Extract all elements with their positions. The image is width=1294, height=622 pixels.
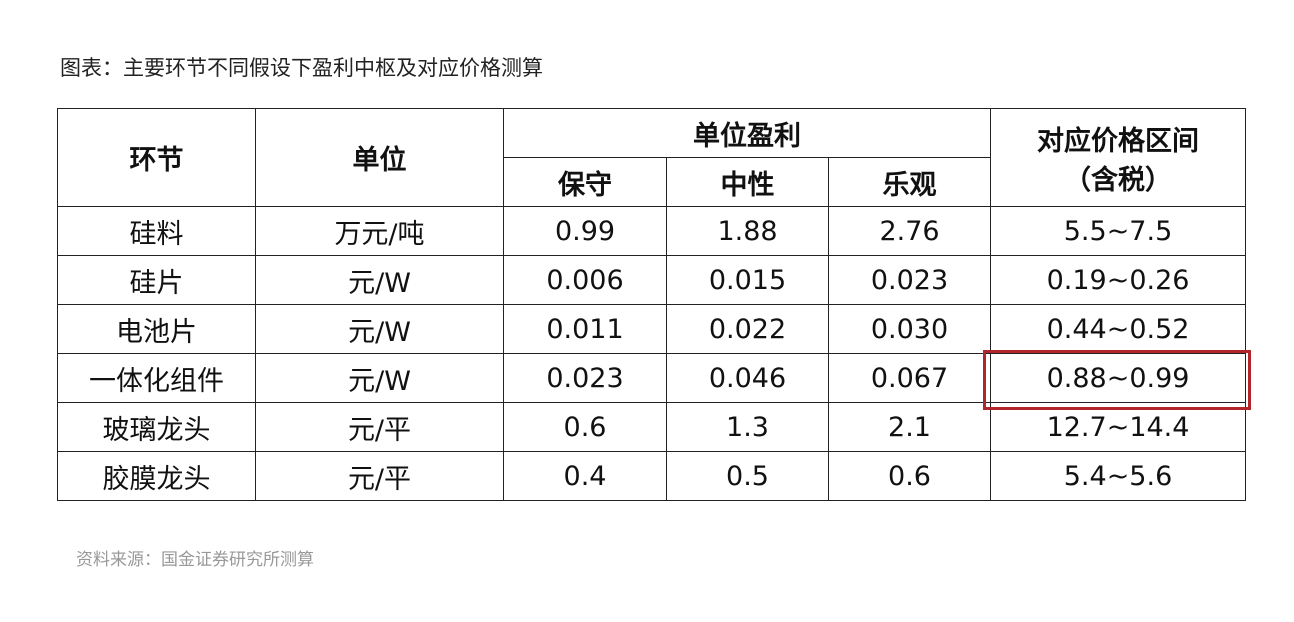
cell-price-range: 5.5~7.5 bbox=[990, 206, 1247, 256]
cell-segment: 电池片 bbox=[57, 304, 256, 354]
header-conservative: 保守 bbox=[503, 157, 667, 207]
cell-segment: 胶膜龙头 bbox=[57, 451, 256, 501]
table-row: 胶膜龙头 元/平 0.4 0.5 0.6 5.4~5.6 bbox=[57, 451, 1247, 501]
cell-price-range: 12.7~14.4 bbox=[990, 402, 1247, 452]
source-note: 资料来源：国金证券研究所测算 bbox=[76, 550, 314, 570]
cell-optimistic: 0.6 bbox=[827, 451, 992, 501]
cell-segment: 硅料 bbox=[57, 206, 256, 256]
cell-price-range: 0.44~0.52 bbox=[990, 304, 1247, 354]
cell-unit: 万元/吨 bbox=[255, 206, 504, 256]
header-price-range-line2: （含税） bbox=[1064, 164, 1173, 196]
header-unit: 单位 bbox=[255, 108, 504, 207]
header-segment: 环节 bbox=[57, 108, 256, 207]
cell-neutral: 0.5 bbox=[666, 451, 829, 501]
cell-unit: 元/W bbox=[255, 255, 504, 305]
cell-segment: 玻璃龙头 bbox=[57, 402, 256, 452]
cell-unit: 元/W bbox=[255, 304, 504, 354]
cell-optimistic: 2.1 bbox=[827, 402, 992, 452]
header-unit-profit: 单位盈利 bbox=[502, 108, 992, 158]
cell-conservative: 0.6 bbox=[503, 402, 667, 452]
cell-conservative: 0.011 bbox=[503, 304, 667, 354]
cell-price-range: 0.88~0.99 bbox=[990, 353, 1247, 403]
table-row: 玻璃龙头 元/平 0.6 1.3 2.1 12.7~14.4 bbox=[57, 402, 1247, 452]
cell-conservative: 0.006 bbox=[503, 255, 667, 305]
table-row: 硅片 元/W 0.006 0.015 0.023 0.19~0.26 bbox=[57, 255, 1247, 305]
table-row: 硅料 万元/吨 0.99 1.88 2.76 5.5~7.5 bbox=[57, 206, 1247, 256]
cell-neutral: 0.046 bbox=[666, 353, 829, 403]
cell-conservative: 0.023 bbox=[503, 353, 667, 403]
cell-neutral: 1.3 bbox=[666, 402, 829, 452]
cell-price-range: 5.4~5.6 bbox=[990, 451, 1247, 501]
header-neutral: 中性 bbox=[666, 157, 829, 207]
cell-optimistic: 0.067 bbox=[827, 353, 992, 403]
cell-optimistic: 0.030 bbox=[827, 304, 992, 354]
cell-segment: 一体化组件 bbox=[57, 353, 256, 403]
cell-optimistic: 2.76 bbox=[827, 206, 992, 256]
table-row: 电池片 元/W 0.011 0.022 0.030 0.44~0.52 bbox=[57, 304, 1247, 354]
cell-neutral: 0.015 bbox=[666, 255, 829, 305]
profit-price-table: 环节 单位 单位盈利 对应价格区间 （含税） 保守 中性 乐观 硅料 万元/吨 0.9… bbox=[57, 108, 1247, 501]
header-price-range: 对应价格区间 （含税） bbox=[990, 108, 1247, 207]
cell-price-range: 0.19~0.26 bbox=[990, 255, 1247, 305]
cell-conservative: 0.4 bbox=[503, 451, 667, 501]
figure-title: 图表：主要环节不同假设下盈利中枢及对应价格测算 bbox=[60, 56, 543, 80]
cell-unit: 元/平 bbox=[255, 402, 504, 452]
cell-unit: 元/W bbox=[255, 353, 504, 403]
highlight-box bbox=[983, 350, 1251, 410]
cell-neutral: 1.88 bbox=[666, 206, 829, 256]
header-price-range-line1: 对应价格区间 bbox=[1037, 125, 1200, 157]
cell-unit: 元/平 bbox=[255, 451, 504, 501]
cell-optimistic: 0.023 bbox=[827, 255, 992, 305]
cell-segment: 硅片 bbox=[57, 255, 256, 305]
cell-conservative: 0.99 bbox=[503, 206, 667, 256]
cell-neutral: 0.022 bbox=[666, 304, 829, 354]
header-optimistic: 乐观 bbox=[827, 157, 992, 207]
